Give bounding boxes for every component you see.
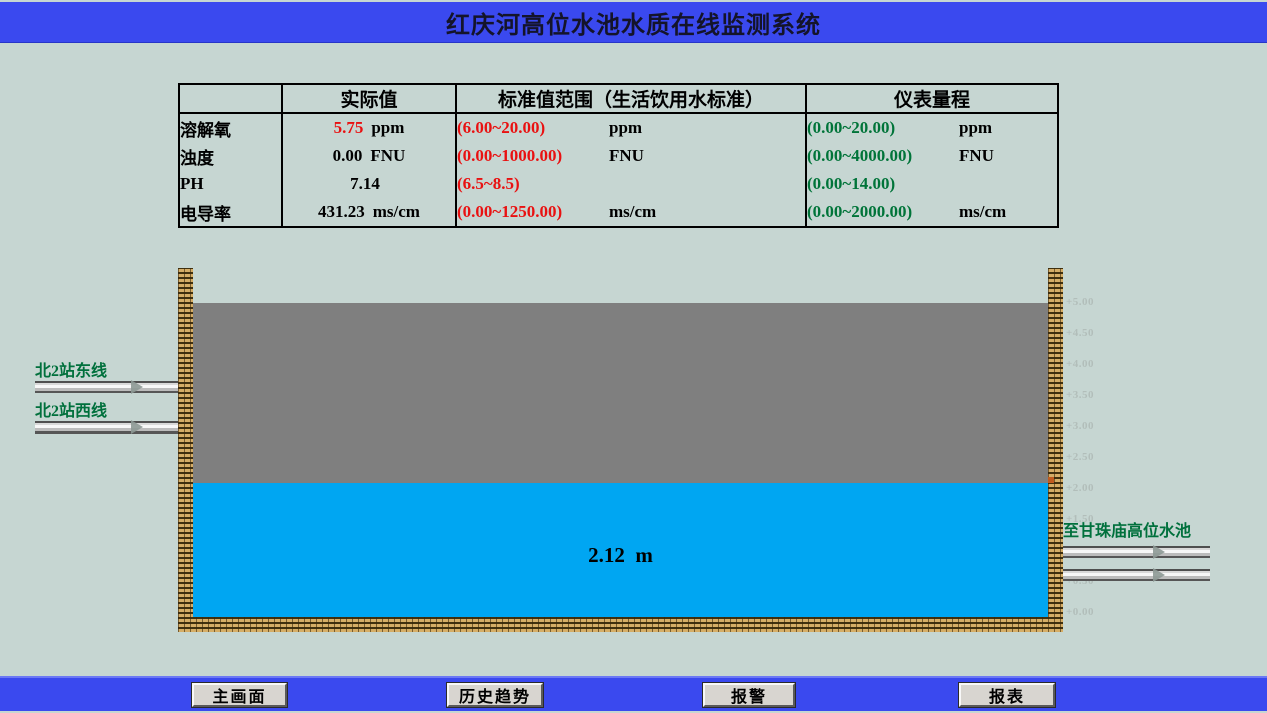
col-header-0 — [179, 84, 282, 114]
standard-range-cell: (6.00~20.00) ppm — [455, 113, 806, 142]
actual-unit: ppm — [371, 118, 405, 137]
param-label: 溶解氧 — [180, 120, 231, 140]
instrument-unit: ppm — [959, 118, 993, 137]
nav-button-main-screen[interactable]: 主画面 — [192, 683, 287, 707]
water-level-value: 2.12 m — [588, 542, 653, 567]
inlet-label-north2-west: 北2站西线 — [35, 403, 108, 420]
tank-wall-left — [178, 268, 193, 617]
water-quality-table: 实际值 标准值范围（生活饮用水标准） 仪表量程 溶解氧 5.75 ppm (6.00~20… — [178, 83, 1059, 228]
scale-tick-label: +1.50 — [1066, 513, 1095, 525]
scale-tick-label: +3.50 — [1066, 389, 1095, 401]
actual-value: 0.00 — [332, 146, 363, 165]
instrument-unit: FNU — [959, 146, 994, 165]
instrument-range-cell: (0.00~4000.00) FNU — [805, 142, 1058, 170]
scale-tick-label: +2.00 — [1066, 482, 1095, 494]
table-row: 溶解氧 5.75 ppm (6.00~20.00) ppm (0.00~20.00) ppm — [179, 113, 1058, 142]
nav-button-alarm[interactable]: 报警 — [703, 683, 795, 707]
standard-range: (6.5~8.5) — [457, 174, 520, 193]
level-marker — [1048, 477, 1054, 483]
scale-tick-label: +0.00 — [1066, 606, 1095, 618]
table-body: 溶解氧 5.75 ppm (6.00~20.00) ppm (0.00~20.00) ppm… — [179, 113, 1058, 227]
inlet-label-north2-east: 北2站东线 — [35, 363, 108, 380]
actual-unit: ms/cm — [372, 202, 420, 221]
scale-tick-label: +4.00 — [1066, 358, 1095, 370]
actual-unit: FNU — [370, 146, 406, 165]
instrument-range-cell: (0.00~14.00) — [805, 170, 1058, 198]
actual-value: 5.75 — [333, 118, 364, 137]
outlet-label-ganzhumiao: 至甘珠庙高位水池 — [1063, 523, 1192, 540]
scale-tick-label: +4.50 — [1066, 327, 1095, 339]
instrument-range: (0.00~2000.00) — [807, 202, 913, 221]
standard-unit: ppm — [609, 118, 643, 137]
instrument-range: (0.00~14.00) — [807, 174, 896, 193]
tank-empty-space — [193, 303, 1048, 483]
outlet-pipe-lower — [1063, 568, 1210, 582]
actual-value-cell: 431.23 ms/cm — [281, 198, 456, 227]
actual-value-cell: 7.14 — [281, 170, 456, 198]
nav-button-history-trend[interactable]: 历史趋势 — [447, 683, 543, 707]
page-title: 红庆河高位水池水质在线监测系统 — [446, 12, 821, 39]
pipe-joint-icon — [131, 380, 143, 394]
table-row: 电导率 431.23 ms/cm (0.00~1250.00) ms/cm (0.00~2… — [179, 198, 1058, 227]
standard-range: (6.00~20.00) — [457, 118, 546, 137]
inlet-pipe-north2-east — [35, 380, 178, 394]
instrument-range: (0.00~4000.00) — [807, 146, 913, 165]
col-header-3: 仪表量程 — [805, 84, 1058, 114]
param-label: PH — [180, 174, 204, 193]
standard-range-cell: (6.5~8.5) — [455, 170, 806, 198]
actual-value: 7.14 — [350, 174, 380, 193]
inlet-pipe-north2-west — [35, 420, 178, 434]
table-row: 浊度 0.00 FNU (0.00~1000.00) FNU (0.00~4000.00)… — [179, 142, 1058, 170]
nav-button-report[interactable]: 报表 — [959, 683, 1055, 707]
tank-floor — [178, 617, 1063, 632]
instrument-range: (0.00~20.00) — [807, 118, 896, 137]
col-header-1: 实际值 — [281, 84, 456, 114]
standard-unit: FNU — [609, 146, 644, 165]
tank-wall-right — [1048, 268, 1063, 617]
table-header-row: 实际值 标准值范围（生活饮用水标准） 仪表量程 — [179, 84, 1058, 114]
scale-tick-label: +5.00 — [1066, 296, 1095, 308]
standard-range: (0.00~1250.00) — [457, 202, 563, 221]
tank-water: 2.12 m — [193, 483, 1048, 617]
param-label: 电导率 — [180, 204, 231, 224]
instrument-unit: ms/cm — [959, 202, 1007, 221]
actual-value-cell: 5.75 ppm — [281, 113, 456, 142]
outlet-pipe-upper — [1063, 545, 1210, 559]
pipe-joint-icon — [131, 420, 143, 434]
actual-value-cell: 0.00 FNU — [281, 142, 456, 170]
param-label: 浊度 — [180, 148, 214, 168]
title-banner: 红庆河高位水池水质在线监测系统 — [0, 2, 1267, 43]
bottom-nav-bar: 主画面 历史趋势 报警 报表 — [0, 676, 1267, 711]
pipe-joint-icon — [1153, 545, 1165, 559]
table-row: PH 7.14 (6.5~8.5) (0.00~14.00) — [179, 170, 1058, 198]
instrument-range-cell: (0.00~2000.00) ms/cm — [805, 198, 1058, 227]
scale-tick-label: +2.50 — [1066, 451, 1095, 463]
scale-tick-label: +3.00 — [1066, 420, 1095, 432]
standard-range-cell: (0.00~1250.00) ms/cm — [455, 198, 806, 227]
actual-value: 431.23 — [318, 202, 365, 221]
standard-unit: ms/cm — [609, 202, 657, 221]
instrument-range-cell: (0.00~20.00) ppm — [805, 113, 1058, 142]
standard-range-cell: (0.00~1000.00) FNU — [455, 142, 806, 170]
col-header-2: 标准值范围（生活饮用水标准） — [455, 84, 806, 114]
pipe-joint-icon — [1153, 568, 1165, 582]
standard-range: (0.00~1000.00) — [457, 146, 563, 165]
